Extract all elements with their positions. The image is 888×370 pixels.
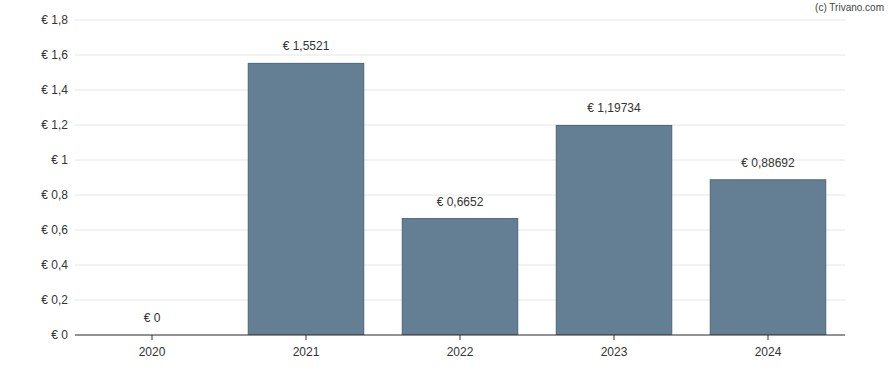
- y-tick-label: € 0,2: [41, 293, 68, 307]
- grid-line: [75, 20, 845, 21]
- y-tick-label: € 0,6: [41, 223, 68, 237]
- grid-line: [75, 160, 845, 161]
- y-tick-label: € 0,4: [41, 258, 68, 272]
- y-tick-label: € 0,8: [41, 188, 68, 202]
- x-tick: [152, 335, 153, 340]
- grid-line: [75, 90, 845, 91]
- data-label: € 0: [144, 311, 161, 325]
- x-tick-label: 2020: [139, 345, 166, 359]
- bar: [248, 63, 364, 335]
- bar: [402, 219, 518, 335]
- x-tick: [614, 335, 615, 340]
- x-tick: [306, 335, 307, 340]
- bar: [710, 180, 826, 335]
- y-tick-label: € 1: [51, 153, 68, 167]
- grid-line: [75, 55, 845, 56]
- grid-line: [75, 125, 845, 126]
- bars: [248, 63, 826, 335]
- x-tick: [768, 335, 769, 340]
- y-tick-label: € 0: [51, 328, 68, 342]
- annotation: (c) Trivano.com: [815, 2, 884, 13]
- x-tick: [460, 335, 461, 340]
- chart-svg: € 0 € 0,2 € 0,4 € 0,6 € 0,8 € 1 € 1,2 € 1,4 € 1,…: [0, 0, 888, 370]
- y-tick-label: € 1,8: [41, 13, 68, 27]
- x-tick-label: 2022: [447, 345, 474, 359]
- chart-container: € 0 € 0,2 € 0,4 € 0,6 € 0,8 € 1 € 1,2 € 1,4 € 1,…: [0, 0, 888, 370]
- data-label: € 0,88692: [741, 156, 795, 170]
- bar: [556, 125, 672, 335]
- x-tick-label: 2024: [755, 345, 782, 359]
- data-label: € 0,6652: [437, 195, 484, 209]
- x-tick-label: 2021: [293, 345, 320, 359]
- y-tick-label: € 1,4: [41, 83, 68, 97]
- y-tick-label: € 1,6: [41, 48, 68, 62]
- data-label: € 1,19734: [587, 101, 641, 115]
- y-tick-label: € 1,2: [41, 118, 68, 132]
- x-tick-label: 2023: [601, 345, 628, 359]
- data-label: € 1,5521: [283, 39, 330, 53]
